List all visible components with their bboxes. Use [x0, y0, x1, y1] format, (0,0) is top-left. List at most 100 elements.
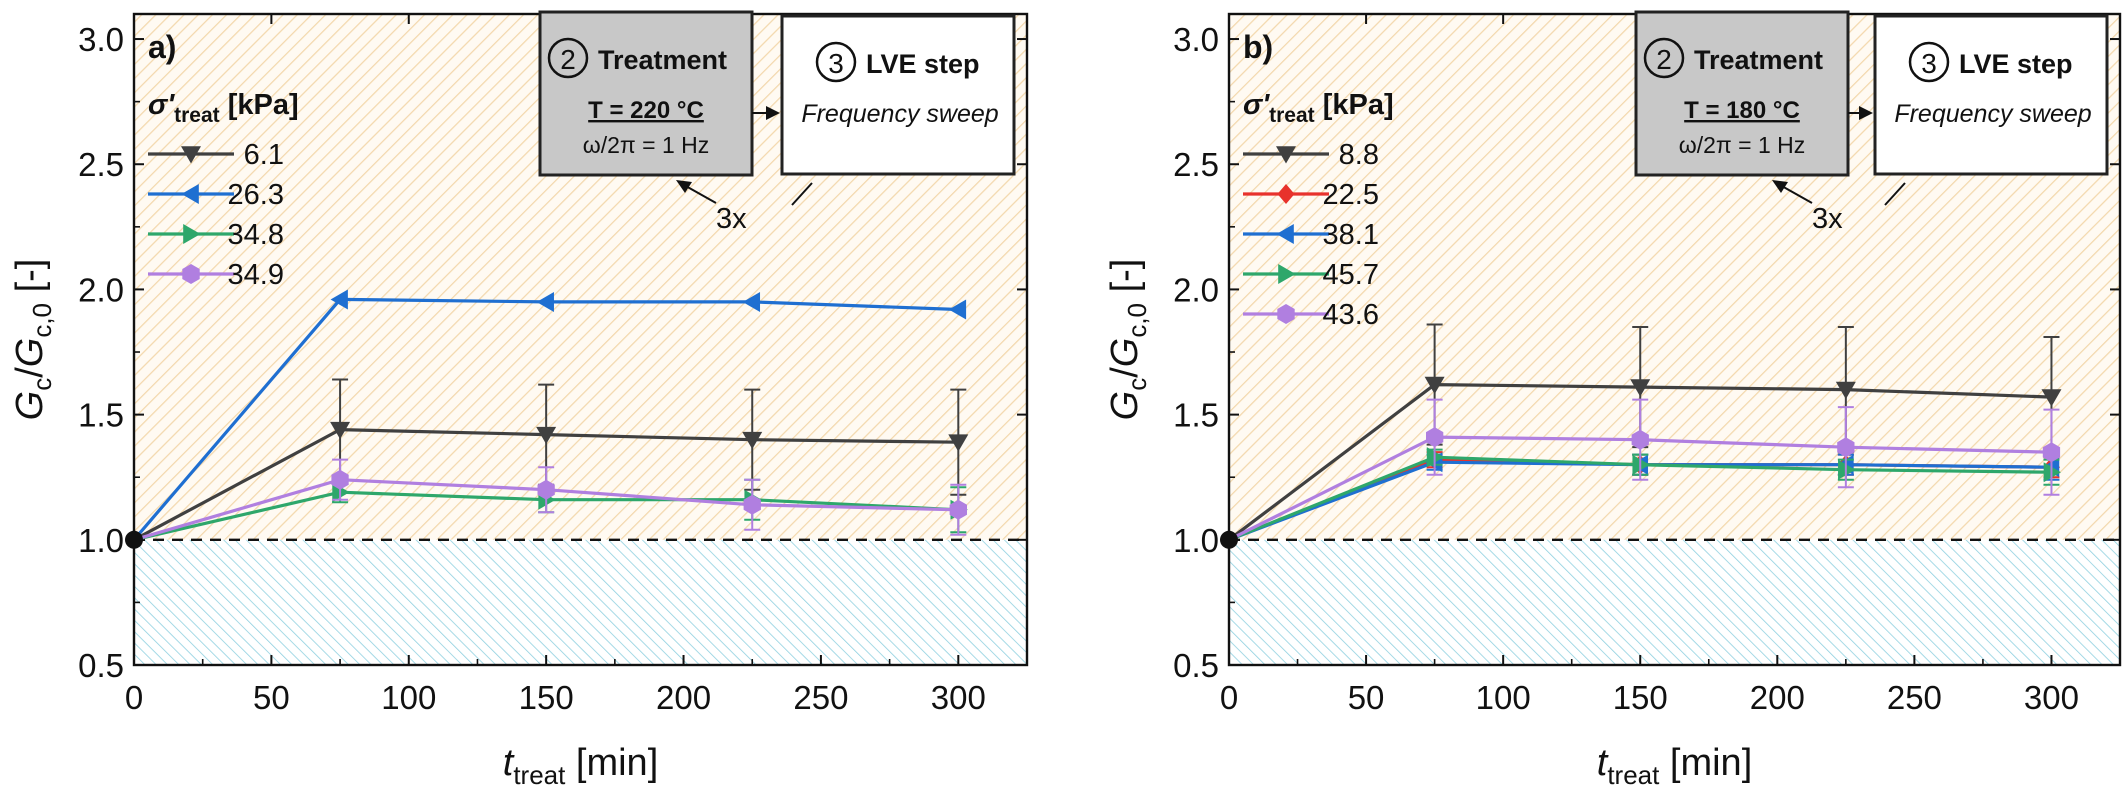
legend-marker: [1277, 184, 1295, 204]
y-tick-label: 0.5: [1173, 647, 1219, 684]
y-tick-label: 2.0: [78, 271, 124, 308]
legend-title: σ'treat [kPa]: [1243, 89, 1394, 127]
step3-title: LVE step: [1959, 49, 2073, 79]
repeat-count: 3x: [716, 203, 747, 235]
legend-marker: [181, 184, 199, 204]
x-tick-label: 300: [931, 679, 986, 716]
data-point: [742, 291, 761, 312]
data-point: [1631, 429, 1649, 450]
y-axis-label: Gc/Gc,0 [-]: [1104, 259, 1152, 421]
step3-circle: [1908, 41, 1950, 83]
data-point: [537, 479, 555, 500]
legend-marker: [1276, 224, 1294, 244]
step2-title: Treatment: [598, 45, 727, 75]
panel-b: 0 50 100 150 200 250 300 0.5 1.0 1.5 2.0 2.5 3.0 ttre…: [1104, 10, 2122, 790]
legend-item-34.8: 34.8: [148, 219, 284, 251]
legend-title: σ'treat [kPa]: [148, 89, 299, 127]
panel-a: 0 50 100 150 200 250 300 0.5 1.0 1.5 2.0 2.5 3.0 ttre…: [9, 10, 1029, 790]
data-point: [331, 469, 349, 490]
legend-item-45.7: 45.7: [1243, 259, 1379, 291]
y-tick-label: 0.5: [78, 647, 124, 684]
step2-title: Treatment: [1694, 45, 1823, 75]
x-tick-label: 250: [793, 679, 848, 716]
treatment-frequency: ω/2π = 1 Hz: [1679, 132, 1806, 158]
data-point: [948, 299, 967, 320]
treatment-temperature: T = 220 °C: [588, 97, 704, 124]
step3-number: 3: [828, 48, 844, 79]
legend-label: 38.1: [1323, 219, 1379, 251]
step3-title: LVE step: [866, 49, 980, 79]
x-axis-label: ttreat [min]: [1597, 742, 1753, 790]
arrow-return-b: [1779, 184, 1813, 204]
y-tick-label: 2.5: [78, 146, 124, 183]
y-tick-label: 1.5: [78, 397, 124, 434]
data-point: [536, 291, 554, 312]
origin-point: [1220, 530, 1238, 549]
legend-item-22.5: 22.5: [1243, 179, 1379, 211]
x-tick-label: 0: [125, 679, 143, 716]
x-tick-label: 50: [253, 679, 290, 716]
y-axis-label: Gc/Gc,0 [-]: [9, 259, 57, 421]
data-point: [2041, 389, 2062, 407]
treatment-frequency: ω/2π = 1 Hz: [583, 132, 710, 158]
legend-marker: [182, 264, 200, 284]
region-below-reference: [134, 539, 1027, 665]
data-point: [1630, 379, 1651, 397]
data-point: [330, 289, 348, 310]
treatment-temperature: T = 180 °C: [1684, 97, 1800, 124]
data-point: [742, 431, 763, 450]
legend-item-8.8: 8.8: [1243, 139, 1379, 171]
x-axis-label: ttreat [min]: [503, 742, 659, 790]
legend-marker: [1276, 146, 1296, 164]
data-point: [2042, 442, 2061, 463]
data-point: [1835, 381, 1856, 400]
data-point: [536, 426, 557, 445]
legend-label: 34.9: [228, 259, 284, 291]
x-tick-label: 100: [381, 679, 436, 716]
series-34.9: [133, 458, 967, 542]
data-point: [330, 421, 351, 440]
legend-label: 45.7: [1323, 259, 1379, 291]
y-tick-label: 3.0: [1173, 21, 1219, 58]
legend-label: 34.8: [228, 219, 284, 251]
x-tick-label: 200: [656, 679, 711, 716]
lve-box: [780, 14, 1016, 176]
x-tick-label: 50: [1348, 679, 1385, 716]
data-point: [948, 434, 969, 452]
legend-marker: [183, 224, 201, 244]
data-point: [1424, 376, 1445, 395]
x-tick-label: 150: [1613, 679, 1668, 716]
x-tick-label: 200: [1750, 679, 1805, 716]
series-26.3: [132, 289, 967, 541]
x-tick-label: 100: [1476, 679, 1531, 716]
panel-label: b): [1243, 29, 1273, 65]
legend-label: 26.3: [228, 179, 284, 211]
y-tick-label: 1.0: [1173, 522, 1219, 559]
data-point: [949, 499, 967, 520]
series-6.1: [133, 378, 969, 542]
legend-marker: [181, 146, 201, 164]
data-point: [743, 494, 761, 515]
legend-item-43.6: 43.6: [1243, 299, 1379, 331]
arrow-return-head: [676, 180, 692, 193]
step3-subtitle: Frequency sweep: [801, 100, 998, 128]
step3-circle: [815, 41, 857, 83]
legend-label: 43.6: [1323, 299, 1379, 331]
data-point: [1426, 427, 1444, 448]
arrow-return-b: [683, 184, 717, 204]
arrow-return-a: [1884, 182, 1906, 206]
step2-circle: [547, 37, 589, 79]
y-tick-label: 1.5: [1173, 397, 1219, 434]
data-point: [1837, 437, 1855, 458]
region-below-reference: [1229, 539, 2120, 665]
arrow-return-a: [791, 182, 813, 206]
legend-item-6.1: 6.1: [148, 139, 284, 171]
step2-number: 2: [1656, 44, 1672, 75]
x-tick-label: 250: [1887, 679, 1942, 716]
legend-label: 8.8: [1339, 139, 1379, 171]
legend-item-26.3: 26.3: [148, 179, 284, 211]
arrow-return-head: [1772, 180, 1788, 193]
legend-label: 22.5: [1323, 179, 1379, 211]
legend-marker: [1278, 264, 1296, 284]
x-tick-label: 0: [1220, 679, 1238, 716]
